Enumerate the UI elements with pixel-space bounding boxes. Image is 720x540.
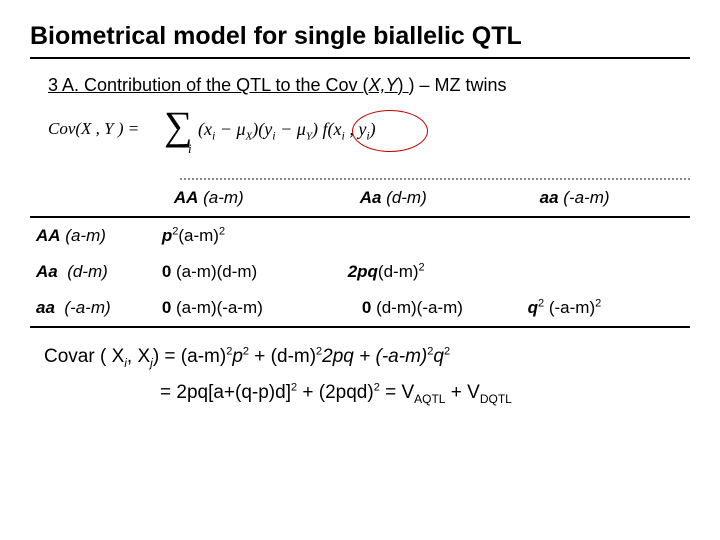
table-row: Aa (d-m) 0 (a-m)(d-m) 2pq(d-m)2 bbox=[30, 254, 690, 290]
cell-Aa-AA: 0 (a-m)(d-m) bbox=[156, 254, 342, 290]
covariance-equation-2: = 2pq[a+(q-p)d]2 + (2pqd)2 = VAQTL + VDQ… bbox=[160, 382, 680, 404]
covariance-table: AA (a-m) Aa (d-m) aa (-a-m) AA (a-m) p2(… bbox=[30, 180, 690, 328]
slide-subtitle: 3 A. Contribution of the QTL to the Cov … bbox=[48, 75, 672, 96]
covariance-equation-1: Covar ( Xi, Xj) = (a-m)2p2 + (d-m)22pq +… bbox=[44, 346, 680, 368]
cell-AA-AA: p2(a-m)2 bbox=[156, 217, 342, 254]
subtitle-suffix: ) – MZ twins bbox=[409, 75, 507, 95]
table-row: aa (-a-m) 0 (a-m)(-a-m) 0 (d-m)(-a-m) q2… bbox=[30, 290, 690, 327]
cell-aa-aa: q2 (-a-m)2 bbox=[522, 290, 690, 327]
subtitle-xy: X,Y bbox=[369, 75, 398, 95]
sigma-sub: i bbox=[188, 141, 192, 157]
subtitle-underlined: 3 A. Contribution of the QTL to the Cov … bbox=[48, 75, 409, 95]
cov-rhs: (xi − μX)(yi − μY) f(xi , yi) bbox=[198, 119, 376, 140]
highlight-ellipse-icon bbox=[352, 110, 428, 152]
row-Aa-label: Aa (d-m) bbox=[30, 254, 156, 290]
cov-lhs: Cov(X , Y ) = bbox=[48, 119, 139, 139]
row-aa-label: aa (-a-m) bbox=[30, 290, 156, 327]
subtitle-paren-close: ) bbox=[398, 75, 404, 95]
subtitle-prefix: 3 A. Contribution of the QTL to the Cov … bbox=[48, 75, 369, 95]
row-AA-label: AA (a-m) bbox=[30, 217, 156, 254]
table-row: AA (a-m) p2(a-m)2 bbox=[30, 217, 690, 254]
col-Aa: Aa (d-m) bbox=[342, 180, 522, 217]
cell-Aa-Aa: 2pq(d-m)2 bbox=[342, 254, 522, 290]
table-header-row: AA (a-m) Aa (d-m) aa (-a-m) bbox=[30, 180, 690, 217]
slide-title: Biometrical model for single biallelic Q… bbox=[30, 22, 690, 59]
col-aa: aa (-a-m) bbox=[522, 180, 690, 217]
cell-aa-Aa: 0 (d-m)(-a-m) bbox=[342, 290, 522, 327]
col-AA: AA (a-m) bbox=[156, 180, 342, 217]
cell-aa-AA: 0 (a-m)(-a-m) bbox=[156, 290, 342, 327]
cov-formula: Cov(X , Y ) = ∑ i (xi − μX)(yi − μY) f(x… bbox=[48, 110, 672, 164]
